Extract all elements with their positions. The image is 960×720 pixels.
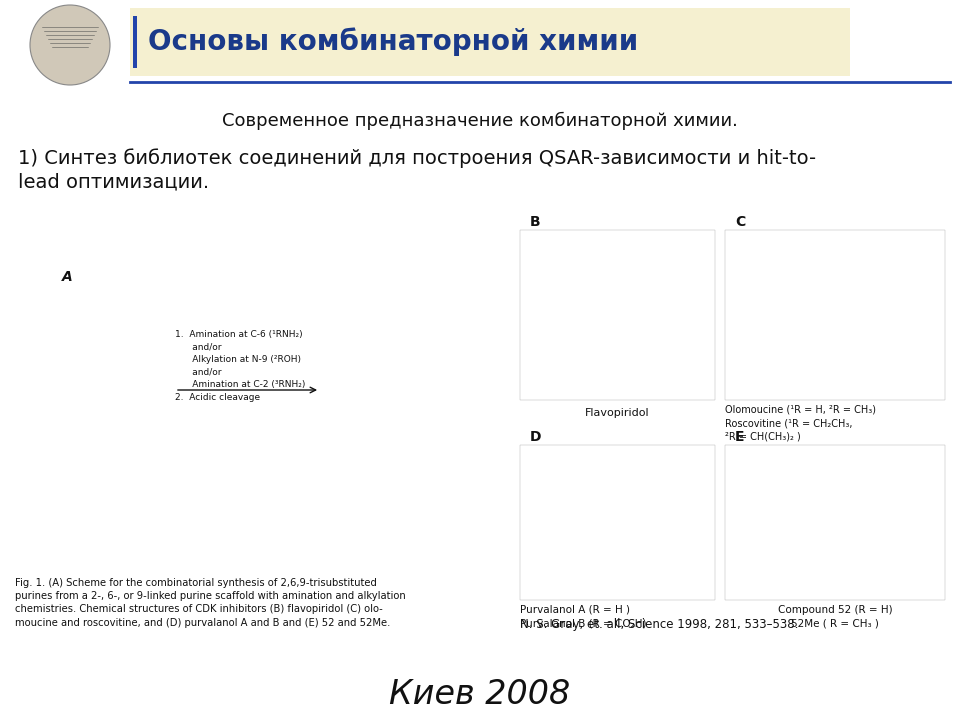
Text: B: B (530, 215, 540, 229)
Text: Fig. 1. (A) Scheme for the combinatorial synthesis of 2,6,9-trisubstituted
purin: Fig. 1. (A) Scheme for the combinatorial… (15, 578, 406, 628)
Circle shape (30, 5, 110, 85)
Text: 1.  Amination at C-6 (¹RNH₂)
      and/or
      Alkylation at N-9 (²ROH)
      a: 1. Amination at C-6 (¹RNH₂) and/or Alkyl… (175, 330, 305, 402)
Text: Purvalanol A (R = H )
Purvalanol B (R = CO₂H): Purvalanol A (R = H ) Purvalanol B (R = … (520, 605, 646, 628)
Text: Современное предназначение комбинаторной химии.: Современное предназначение комбинаторной… (222, 112, 738, 130)
Bar (725, 445, 945, 600)
Bar (130, 8, 850, 76)
Text: D: D (530, 430, 541, 444)
Bar (725, 230, 945, 400)
Text: 1) Синтез библиотек соединений для построения QSAR-зависимости и hit-to-: 1) Синтез библиотек соединений для постр… (18, 148, 816, 168)
Text: N. S. Gray, et. all, Science 1998, 281, 533–538.: N. S. Gray, et. all, Science 1998, 281, … (520, 618, 799, 631)
Text: E: E (735, 430, 745, 444)
Text: lead оптимизации.: lead оптимизации. (18, 172, 209, 191)
Text: Flavopiridol: Flavopiridol (586, 408, 650, 418)
Text: Киев 2008: Киев 2008 (390, 678, 570, 711)
Bar (133, 16, 137, 68)
Text: Olomoucine (¹R = H, ²R = CH₃)
Roscovitine (¹R = CH₂CH₃,
²R = CH(CH₃)₂ ): Olomoucine (¹R = H, ²R = CH₃) Roscovitin… (725, 405, 876, 441)
Text: Compound 52 (R = H)
52Me ( R = CH₃ ): Compound 52 (R = H) 52Me ( R = CH₃ ) (778, 605, 892, 628)
Text: C: C (735, 215, 745, 229)
Bar (520, 230, 715, 400)
Text: Основы комбинаторной химии: Основы комбинаторной химии (148, 27, 638, 56)
Bar (520, 445, 715, 600)
Text: A: A (62, 270, 73, 284)
